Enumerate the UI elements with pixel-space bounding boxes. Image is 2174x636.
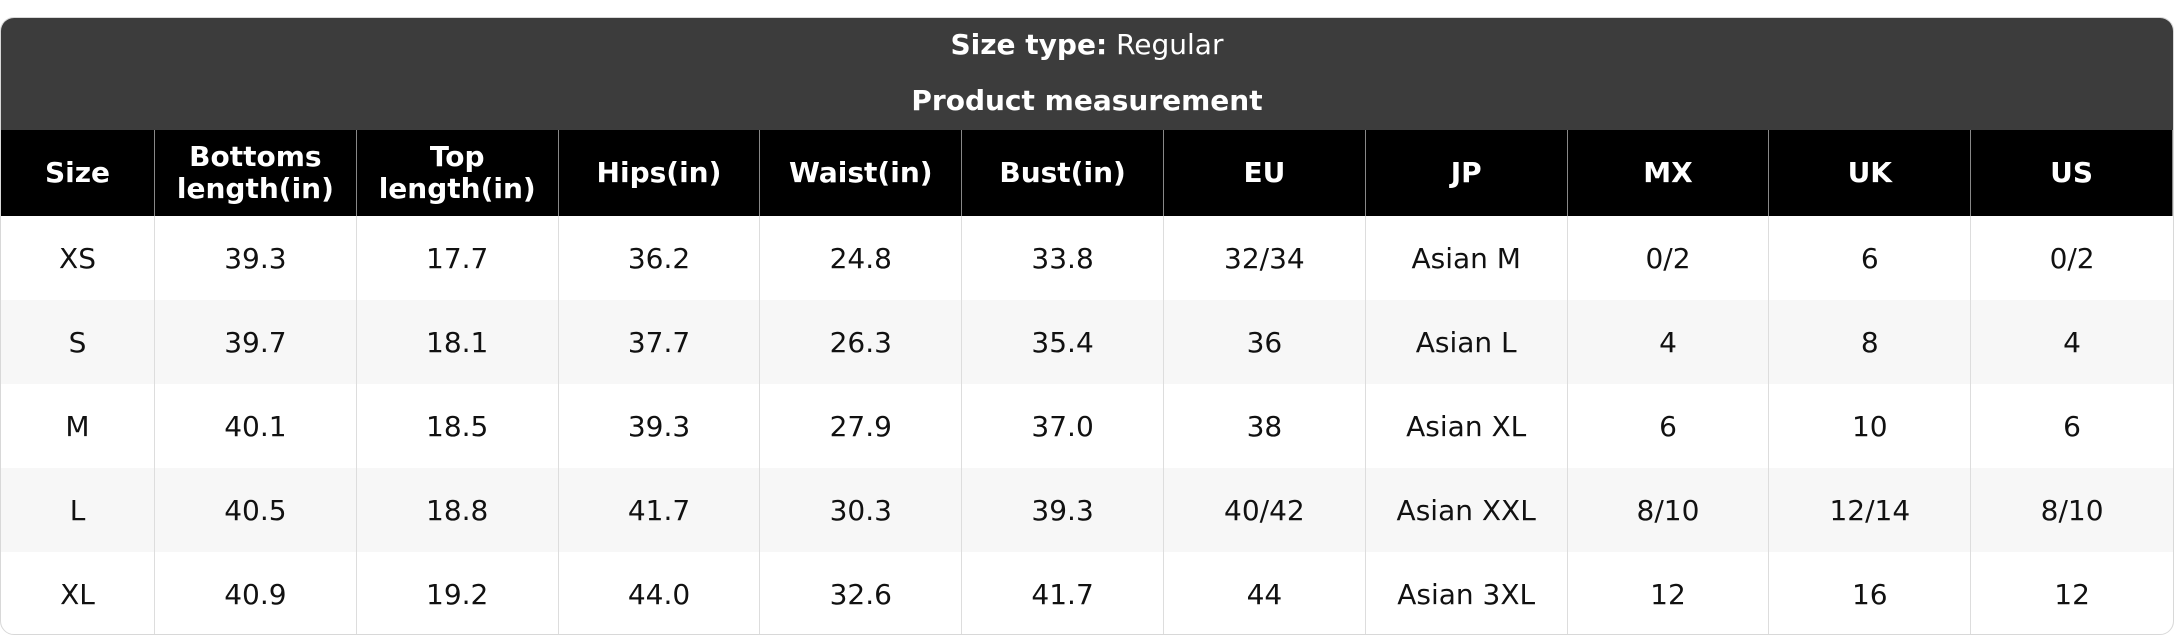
column-header: UK <box>1769 130 1972 216</box>
table-cell: 6 <box>1769 216 1972 300</box>
table-cell: 40.5 <box>155 468 357 552</box>
size-type-line: Size type: Regular <box>1 28 2173 61</box>
table-cell: 40.1 <box>155 384 357 468</box>
table-cell: 40/42 <box>1164 468 1366 552</box>
table-cell: 38 <box>1164 384 1366 468</box>
table-cell: 39.3 <box>962 468 1164 552</box>
table-cell: Asian M <box>1366 216 1568 300</box>
table-cell: 41.7 <box>558 468 761 552</box>
table-cell: 37.7 <box>558 300 761 384</box>
table-cell: 26.3 <box>760 300 963 384</box>
column-header: US <box>1971 130 2173 216</box>
table-cell: 32.6 <box>760 552 963 634</box>
table-cell: 12 <box>1568 552 1770 634</box>
table-cell: 39.3 <box>155 216 357 300</box>
table-cell: 17.7 <box>357 216 559 300</box>
table-cell: 36 <box>1164 300 1366 384</box>
table-cell: 12/14 <box>1769 468 1972 552</box>
size-chart: Size type: Regular Product measurement S… <box>0 17 2174 635</box>
column-header: Waist(in) <box>760 130 963 216</box>
table-cell: 27.9 <box>760 384 963 468</box>
column-header: Size <box>1 130 155 216</box>
table-cell: 35.4 <box>962 300 1164 384</box>
size-type-value: Regular <box>1116 28 1224 61</box>
table-cell: 6 <box>1568 384 1770 468</box>
column-header: JP <box>1365 130 1568 216</box>
table-cell: Asian XL <box>1366 384 1568 468</box>
table-cell: 12 <box>2054 577 2090 611</box>
table-cell: 44 <box>1164 552 1366 634</box>
table-cell: XS <box>1 216 155 300</box>
table-cell: 4 <box>1971 300 2173 384</box>
column-header: Bust(in) <box>962 130 1164 216</box>
table-cell: 37.0 <box>962 384 1164 468</box>
table-cell: 39.7 <box>155 300 357 384</box>
table-cell: 41.7 <box>962 552 1164 634</box>
column-header: MX <box>1567 130 1770 216</box>
table-cell: Asian L <box>1365 300 1568 384</box>
table-cell: 44.0 <box>559 552 761 634</box>
table-cell: 40.9 <box>155 552 357 634</box>
table-cell: 18.5 <box>357 384 559 468</box>
table-cell: 39.3 <box>559 384 761 468</box>
table-cell: Asian XXL <box>1365 468 1568 552</box>
table-cell: 0/2 <box>2049 241 2095 275</box>
table-cell: Asian 3XL <box>1366 552 1568 634</box>
table-cell: 8/10 <box>1567 468 1770 552</box>
column-header: EU <box>1164 130 1366 216</box>
column-header: Bottoms length(in) <box>155 130 357 216</box>
table-cell: S <box>1 300 155 384</box>
table-cell: 8/10 <box>1971 468 2173 552</box>
table-cell: XL <box>1 552 155 634</box>
table-cell: 0/2 <box>1568 216 1770 300</box>
chart-header: Size type: Regular Product measurement <box>1 18 2173 130</box>
measurement-table: Size Bottoms length(in) Top length(in) Hips… <box>1 130 2173 634</box>
header-title: Product measurement <box>911 84 1263 117</box>
table-cell: 8 <box>1769 300 1972 384</box>
table-cell: 18.8 <box>356 468 559 552</box>
table-cell: 19.2 <box>357 552 559 634</box>
table-cell: 6 <box>2063 409 2081 443</box>
table-cell: 16 <box>1769 552 1972 634</box>
table-cell: 33.8 <box>962 216 1164 300</box>
table-cell: 36.2 <box>559 216 761 300</box>
table-cell: 32/34 <box>1164 216 1366 300</box>
table-cell: M <box>1 384 155 468</box>
table-cell: 24.8 <box>760 216 963 300</box>
table-cell: 4 <box>1567 300 1770 384</box>
column-header: Top length(in) <box>356 130 559 216</box>
size-type-label: Size type: <box>950 28 1108 61</box>
table-cell: L <box>1 468 155 552</box>
table-cell: 30.3 <box>760 468 963 552</box>
table-cell: 18.1 <box>356 300 559 384</box>
column-header: Hips(in) <box>558 130 761 216</box>
table-cell: 10 <box>1769 384 1972 468</box>
